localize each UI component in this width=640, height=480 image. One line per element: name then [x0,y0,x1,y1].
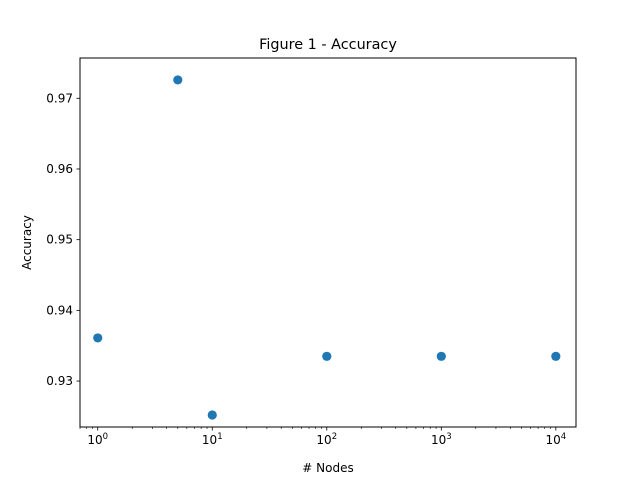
x-tick-base: 10 [202,433,217,447]
x-axis-label: # Nodes [302,461,353,475]
x-tick-base: 10 [87,433,102,447]
x-tick-exponent: 0 [103,432,108,442]
y-tick-label: 0.93 [46,374,73,388]
y-tick-label: 0.96 [46,162,73,176]
data-point [436,351,446,361]
plot-frame [79,57,577,428]
x-tick-exponent: 2 [332,432,337,442]
x-tick-base: 10 [316,433,331,447]
data-point [207,410,217,420]
x-tick-label: 101 [202,432,223,447]
data-point [93,333,103,343]
x-tick-base: 10 [431,433,446,447]
x-tick-exponent: 4 [561,432,566,442]
data-point [173,75,183,85]
y-tick-label: 0.94 [46,303,73,317]
x-tick-label: 100 [87,432,108,447]
x-tick-base: 10 [545,433,560,447]
x-tick-exponent: 1 [217,432,222,442]
data-point [551,351,561,361]
x-tick-exponent: 3 [446,432,451,442]
chart-title: Figure 1 - Accuracy [259,37,397,53]
y-axis-label: Accuracy [20,215,34,270]
y-tick-label: 0.95 [46,233,73,247]
x-tick-label: 104 [545,432,566,447]
data-point [322,351,332,361]
x-tick-label: 102 [316,432,337,447]
x-tick-label: 103 [431,432,452,447]
y-tick-label: 0.97 [46,91,73,105]
